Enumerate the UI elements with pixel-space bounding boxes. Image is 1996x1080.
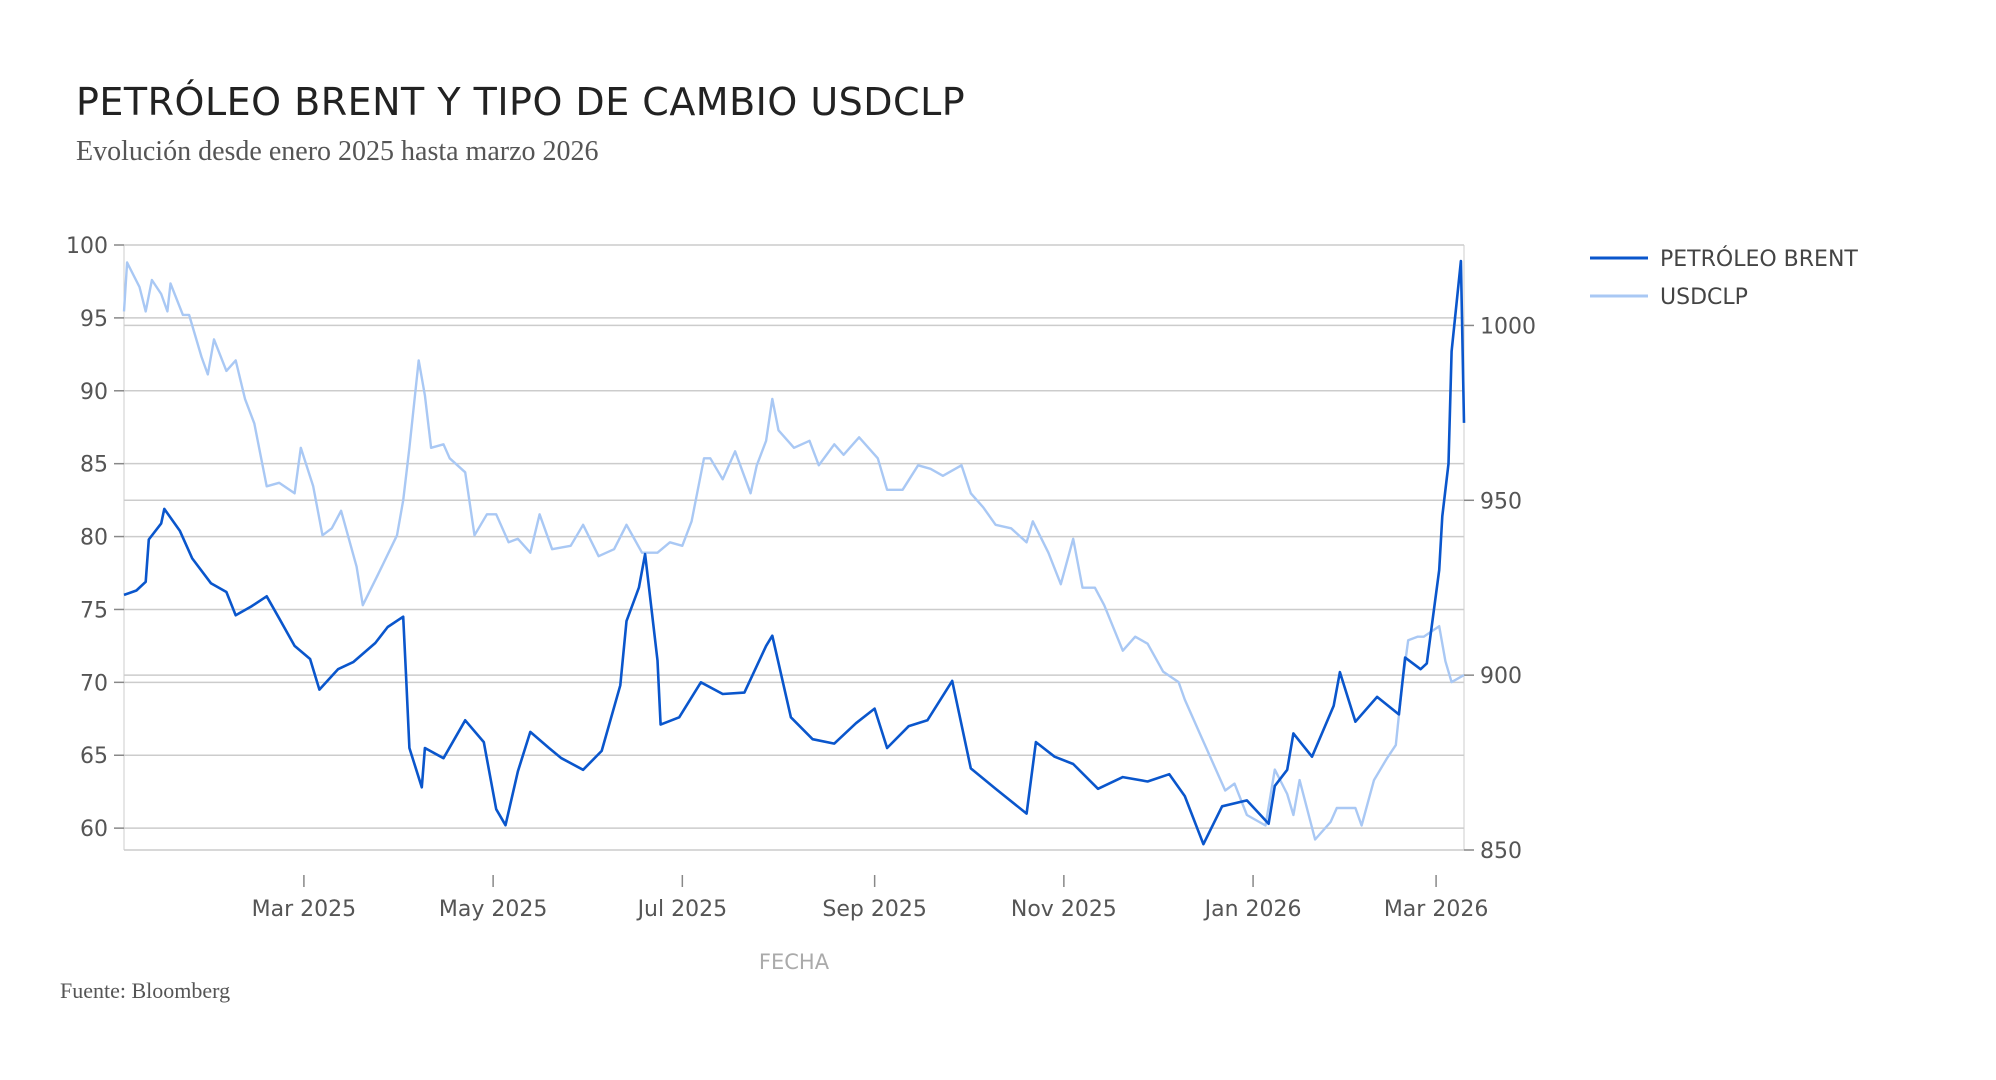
chart-subtitle: Evolución desde enero 2025 hasta marzo 2…: [76, 136, 599, 167]
y-left-tick-label: 100: [66, 234, 108, 259]
y-axis-right: 850 900 950 1000: [1464, 314, 1536, 864]
x-tick-label: May 2025: [439, 897, 547, 922]
x-tick-label: Jan 2026: [1203, 897, 1302, 922]
y-right-tick-label: 850: [1480, 839, 1522, 864]
y-left-tick-label: 80: [80, 526, 108, 551]
y-right-tick-label: 900: [1480, 664, 1522, 689]
gridlines: [123, 244, 1465, 851]
y-right-tick-label: 1000: [1480, 314, 1536, 339]
legend-label: USDCLP: [1660, 285, 1748, 310]
x-axis: Mar 2025 May 2025 Jul 2025 Sep 2025 Nov 2025…: [252, 875, 1489, 922]
y-axis-left: 60 65 70 75 80 85 90 95 100: [66, 234, 124, 842]
y-left-tick-label: 95: [80, 307, 108, 332]
x-tick-label: Mar 2026: [1384, 897, 1489, 922]
y-left-tick-label: 90: [80, 380, 108, 405]
y-left-tick-label: 60: [80, 817, 108, 842]
x-tick-label: Sep 2025: [822, 897, 926, 922]
y-right-tick-label: 950: [1480, 489, 1522, 514]
x-axis-title: FECHA: [759, 950, 830, 974]
chart-title: PETRÓLEO BRENT Y TIPO DE CAMBIO USDCLP: [76, 80, 966, 124]
legend-label: PETRÓLEO BRENT: [1660, 246, 1858, 272]
series-lines: [122, 259, 1466, 846]
y-left-tick-label: 65: [80, 744, 108, 769]
y-left-tick-label: 75: [80, 598, 108, 623]
x-tick-label: Jul 2025: [636, 897, 728, 922]
source-note: Fuente: Bloomberg: [60, 978, 231, 1003]
y-left-tick-label: 85: [80, 453, 108, 478]
legend: PETRÓLEO BRENT USDCLP: [1590, 246, 1858, 310]
series-line-usdclp: [122, 261, 1465, 841]
x-tick-label: Nov 2025: [1011, 897, 1117, 922]
series-line-brent: [123, 259, 1466, 846]
y-left-tick-label: 70: [80, 671, 108, 696]
x-tick-label: Mar 2025: [252, 897, 357, 922]
